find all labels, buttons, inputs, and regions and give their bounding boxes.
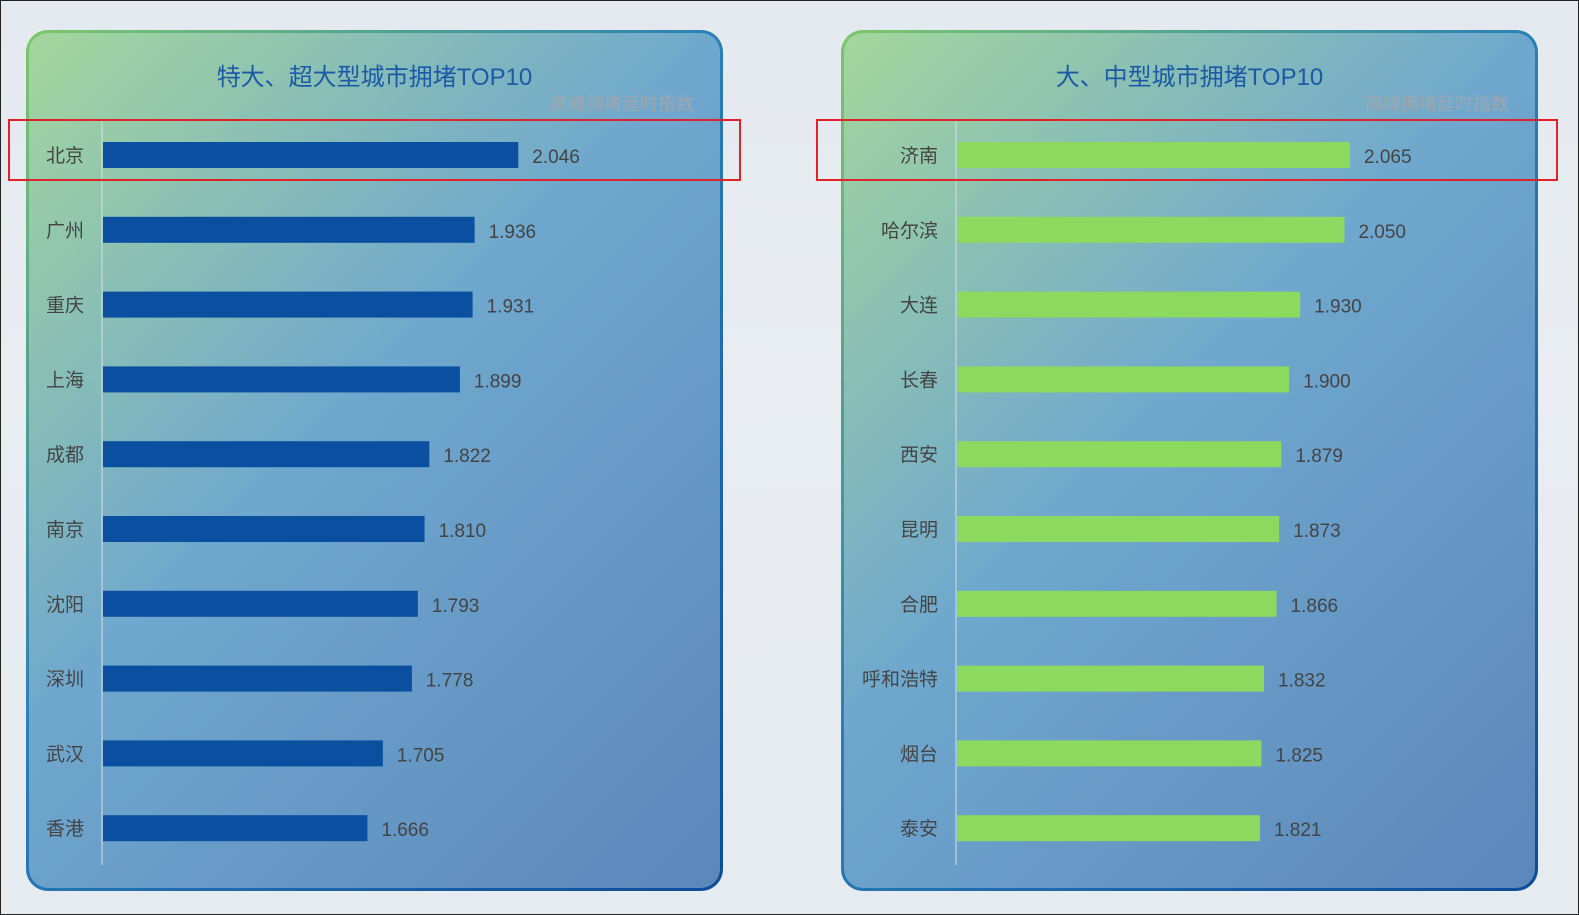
category-label: 香港 bbox=[46, 818, 84, 840]
bar bbox=[957, 441, 1282, 468]
data-label: 1.900 bbox=[1303, 371, 1351, 392]
category-label: 沈阳 bbox=[46, 594, 84, 616]
category-label: 成都 bbox=[46, 444, 84, 466]
highlight-box-top1-right bbox=[816, 119, 1558, 181]
bar bbox=[103, 441, 430, 468]
category-label: 合肥 bbox=[900, 594, 938, 616]
bar bbox=[103, 516, 425, 542]
bar bbox=[957, 142, 1350, 168]
category-label: 重庆 bbox=[46, 295, 84, 317]
category-label: 深圳 bbox=[46, 669, 84, 691]
bar bbox=[103, 291, 473, 318]
data-label: 1.822 bbox=[443, 446, 491, 467]
highlight-box-top1-left bbox=[8, 119, 741, 181]
data-label: 1.930 bbox=[1314, 297, 1362, 318]
bar bbox=[103, 590, 418, 617]
data-label: 1.879 bbox=[1295, 446, 1343, 467]
category-label: 西安 bbox=[900, 444, 938, 466]
data-label: 1.705 bbox=[397, 745, 445, 766]
data-label: 1.873 bbox=[1293, 521, 1341, 542]
category-label: 济南 bbox=[900, 145, 938, 167]
data-label: 1.810 bbox=[439, 521, 487, 542]
category-label: 昆明 bbox=[900, 520, 938, 541]
category-label: 长春 bbox=[900, 369, 938, 391]
chart-title: 特大、超大型城市拥堵TOP10 bbox=[216, 64, 533, 91]
category-label: 北京 bbox=[46, 145, 84, 167]
bar bbox=[957, 665, 1265, 692]
data-label: 1.931 bbox=[487, 297, 535, 318]
data-label: 1.832 bbox=[1278, 671, 1326, 692]
data-label: 1.778 bbox=[426, 671, 474, 692]
data-label: 1.821 bbox=[1274, 820, 1322, 841]
data-label: 1.666 bbox=[381, 820, 429, 841]
category-label: 泰安 bbox=[900, 818, 938, 840]
category-label: 大连 bbox=[900, 295, 938, 317]
chart-title: 大、中型城市拥堵TOP10 bbox=[1055, 64, 1324, 91]
chart-subtitle: 高峰拥堵延时指数 bbox=[550, 94, 694, 114]
data-label: 2.065 bbox=[1364, 147, 1412, 168]
data-label: 2.046 bbox=[532, 147, 580, 168]
bar bbox=[957, 366, 1290, 393]
bar bbox=[957, 815, 1260, 842]
bar bbox=[103, 142, 519, 168]
bar bbox=[957, 516, 1280, 542]
bar bbox=[103, 740, 383, 767]
category-label: 呼和浩特 bbox=[862, 669, 938, 691]
category-label: 上海 bbox=[46, 369, 84, 391]
category-label: 南京 bbox=[46, 519, 84, 541]
bar bbox=[103, 216, 475, 243]
data-label: 1.866 bbox=[1291, 596, 1339, 617]
category-label: 广州 bbox=[46, 220, 84, 242]
data-label: 1.825 bbox=[1275, 745, 1323, 766]
bar bbox=[957, 590, 1277, 617]
category-label: 哈尔滨 bbox=[881, 220, 938, 242]
category-label: 烟台 bbox=[900, 743, 938, 765]
data-label: 2.050 bbox=[1358, 222, 1406, 243]
category-label: 武汉 bbox=[46, 743, 84, 765]
bar bbox=[103, 815, 368, 842]
bar bbox=[957, 740, 1262, 767]
data-label: 1.793 bbox=[432, 596, 480, 617]
data-label: 1.936 bbox=[489, 222, 537, 243]
bar bbox=[957, 291, 1301, 318]
bar bbox=[957, 216, 1345, 243]
chart-subtitle: 高峰拥堵延时指数 bbox=[1365, 94, 1509, 114]
bar bbox=[103, 366, 460, 393]
bar bbox=[103, 665, 412, 692]
data-label: 1.899 bbox=[474, 371, 522, 392]
